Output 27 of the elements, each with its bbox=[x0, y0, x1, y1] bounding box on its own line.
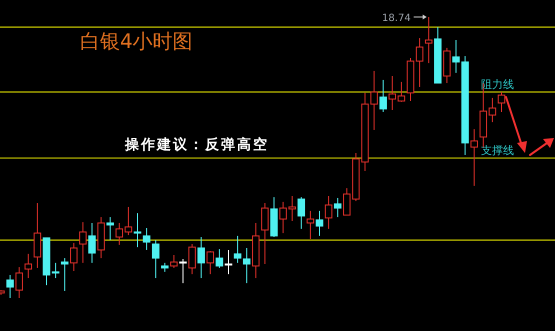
candlestick bbox=[15, 266, 23, 298]
candlestick bbox=[234, 235, 242, 264]
candlestick bbox=[252, 222, 260, 279]
candlestick bbox=[24, 253, 32, 279]
candlestick bbox=[97, 216, 105, 259]
candlestick bbox=[242, 247, 250, 284]
candlestick bbox=[34, 202, 42, 268]
candlestick bbox=[224, 249, 232, 275]
candlestick bbox=[134, 212, 142, 248]
candlestick bbox=[197, 236, 205, 279]
text: 白银4小时图 bbox=[80, 29, 193, 53]
candlestick bbox=[6, 274, 14, 298]
candlestick bbox=[470, 128, 478, 186]
ref-line-label: 阻力线 bbox=[481, 78, 514, 92]
annotation: 操作建议：反弹高空 bbox=[124, 136, 269, 153]
candlestick bbox=[324, 195, 332, 230]
ref-line-label: 支撑线 bbox=[481, 144, 514, 158]
candlestick bbox=[306, 210, 314, 240]
candlestick bbox=[142, 228, 150, 250]
candlestick bbox=[79, 222, 87, 264]
annotation: 18.74 bbox=[382, 13, 411, 24]
candlestick bbox=[316, 210, 324, 236]
candlestick bbox=[334, 197, 342, 218]
candlestick bbox=[106, 216, 114, 241]
candlestick bbox=[70, 242, 78, 272]
candlestick bbox=[261, 202, 269, 264]
candlestick bbox=[88, 222, 96, 264]
